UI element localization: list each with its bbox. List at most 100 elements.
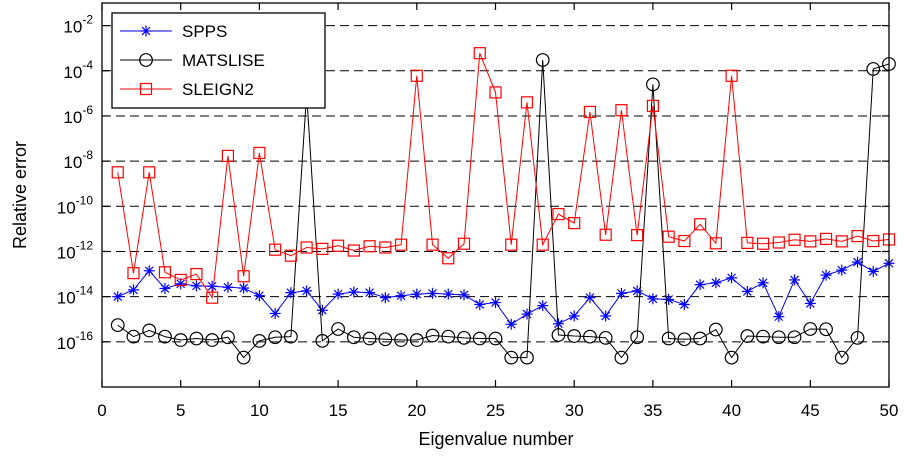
data-point-sleign2	[772, 236, 785, 249]
data-point-spps	[112, 291, 124, 303]
data-point-spps	[663, 293, 675, 305]
data-point-spps	[836, 264, 848, 276]
data-point-sleign2	[520, 96, 534, 109]
data-point-spps	[301, 285, 313, 297]
series-line-sleign2	[117, 53, 890, 300]
x-tick-label: 0	[97, 401, 106, 420]
data-point-spps	[427, 287, 439, 299]
legend-marker-spps	[140, 25, 152, 37]
data-point-matslise	[283, 329, 298, 344]
data-point-matslise	[315, 333, 330, 348]
data-point-spps	[316, 304, 328, 316]
data-point-matslise	[268, 330, 283, 345]
data-point-sleign2	[442, 252, 455, 265]
data-point-spps	[852, 256, 864, 268]
data-point-spps	[741, 285, 753, 297]
data-point-sleign2	[473, 47, 486, 60]
data-point-sleign2	[143, 166, 156, 179]
data-point-sleign2	[237, 270, 250, 283]
data-point-matslise	[787, 330, 802, 345]
data-point-sleign2	[111, 166, 124, 179]
data-point-sleign2	[394, 238, 408, 251]
data-point-matslise	[803, 322, 818, 336]
y-tick-exponent: -4	[82, 58, 93, 72]
legend-label-matslise: MATSLISE	[182, 51, 265, 70]
data-point-spps	[584, 292, 596, 304]
y-axis-label: Relative error	[10, 141, 30, 249]
y-tick-label: 10-10	[57, 193, 94, 217]
data-point-matslise	[378, 332, 393, 347]
data-point-sleign2	[410, 69, 423, 82]
data-point-spps	[600, 310, 612, 322]
legend-label-sleign2: SLEIGN2	[182, 80, 254, 99]
data-point-matslise	[834, 350, 849, 365]
data-point-matslise	[583, 329, 597, 344]
data-point-spps	[458, 289, 470, 301]
y-tick-label: 10-14	[57, 284, 94, 308]
data-point-matslise	[756, 329, 770, 344]
y-tick-base: 10	[63, 63, 82, 82]
data-point-matslise	[331, 322, 346, 336]
data-point-sleign2	[379, 241, 392, 254]
data-point-sleign2	[725, 69, 738, 82]
data-point-spps	[867, 265, 879, 277]
data-point-spps	[568, 310, 580, 322]
y-tick-label: 10-12	[57, 238, 94, 262]
data-point-spps	[159, 282, 171, 294]
data-point-spps	[190, 280, 202, 292]
data-point-spps	[647, 293, 659, 305]
series-line-spps	[117, 261, 890, 325]
legend: SPPS MATSLISE SLEIGN2	[111, 12, 326, 109]
data-point-spps	[395, 290, 407, 302]
data-point-matslise	[866, 62, 881, 76]
data-point-sleign2	[835, 235, 848, 248]
series-line-matslise	[117, 59, 890, 359]
y-tick-base: 10	[63, 108, 82, 127]
x-tick-label: 50	[880, 401, 899, 420]
data-point-sleign2	[662, 230, 675, 243]
data-point-matslise	[441, 329, 456, 344]
data-point-sleign2	[206, 291, 219, 304]
data-point-matslise	[850, 330, 865, 345]
data-point-matslise	[189, 331, 204, 346]
data-point-matslise	[409, 333, 424, 347]
y-tick-label: 10-8	[63, 148, 93, 172]
data-point-sleign2	[158, 266, 172, 279]
data-point-sleign2	[127, 267, 140, 280]
data-point-spps	[348, 286, 360, 298]
x-axis-label: Eigenvalue number	[418, 429, 573, 449]
data-point-matslise	[740, 329, 755, 343]
data-point-spps	[726, 272, 738, 284]
data-point-sleign2	[253, 146, 266, 160]
data-point-spps	[820, 269, 832, 281]
data-point-matslise	[158, 329, 172, 344]
data-point-sleign2	[190, 267, 203, 281]
data-point-spps	[269, 307, 281, 319]
data-point-sleign2	[457, 237, 471, 250]
data-point-spps	[143, 265, 155, 277]
y-tick-label: 10-6	[63, 103, 93, 127]
legend-label-spps: SPPS	[182, 22, 227, 41]
data-point-spps	[411, 288, 423, 300]
data-point-spps	[379, 292, 391, 304]
data-point-sleign2	[284, 249, 297, 262]
data-point-spps	[521, 308, 533, 320]
data-point-spps	[206, 280, 218, 292]
data-point-sleign2	[599, 228, 612, 241]
data-point-matslise	[488, 331, 503, 346]
data-point-sleign2	[552, 208, 565, 221]
data-point-matslise	[646, 77, 660, 92]
data-point-matslise	[252, 333, 267, 348]
data-point-matslise	[110, 318, 125, 333]
data-point-sleign2	[316, 242, 329, 255]
data-point-spps	[757, 277, 769, 289]
data-point-matslise	[535, 53, 550, 67]
data-point-matslise	[173, 333, 188, 347]
data-point-spps	[615, 287, 627, 299]
data-point-sleign2	[678, 234, 691, 248]
data-point-matslise	[205, 333, 220, 347]
data-point-matslise	[661, 331, 676, 346]
series-matslise	[110, 53, 896, 365]
data-point-matslise	[693, 331, 708, 346]
y-tick-exponent: -2	[82, 13, 93, 27]
